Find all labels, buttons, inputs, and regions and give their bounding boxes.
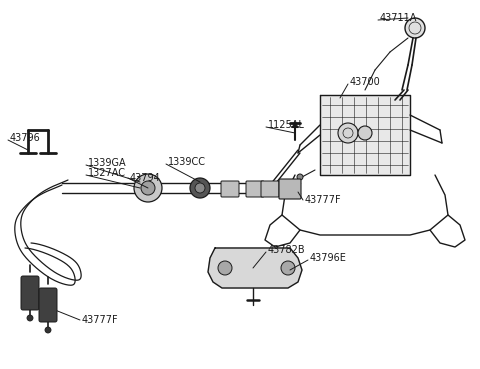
Circle shape (141, 181, 155, 195)
Circle shape (405, 18, 425, 38)
Text: 1327AC: 1327AC (88, 168, 126, 178)
Polygon shape (208, 248, 302, 288)
FancyBboxPatch shape (21, 276, 39, 310)
Circle shape (218, 261, 232, 275)
Circle shape (358, 126, 372, 140)
Text: 43796: 43796 (10, 133, 41, 143)
Text: 1125AL: 1125AL (268, 120, 305, 130)
FancyBboxPatch shape (39, 288, 57, 322)
Circle shape (45, 327, 51, 333)
Circle shape (297, 174, 303, 180)
Text: 43794: 43794 (130, 173, 161, 183)
Text: 43700: 43700 (350, 77, 381, 87)
Text: 1339CC: 1339CC (168, 157, 206, 167)
FancyBboxPatch shape (221, 181, 239, 197)
Circle shape (281, 261, 295, 275)
Text: 43782B: 43782B (268, 245, 306, 255)
Text: 43796E: 43796E (310, 253, 347, 263)
Polygon shape (320, 95, 410, 175)
Circle shape (195, 183, 205, 193)
FancyBboxPatch shape (261, 181, 279, 197)
FancyBboxPatch shape (246, 181, 264, 197)
Circle shape (338, 123, 358, 143)
Text: 43777F: 43777F (305, 195, 342, 205)
Text: 43777F: 43777F (82, 315, 119, 325)
Text: 1339GA: 1339GA (88, 158, 127, 168)
FancyBboxPatch shape (279, 179, 301, 199)
Circle shape (134, 174, 162, 202)
Circle shape (190, 178, 210, 198)
Text: 43711A: 43711A (380, 13, 418, 23)
Circle shape (27, 315, 33, 321)
